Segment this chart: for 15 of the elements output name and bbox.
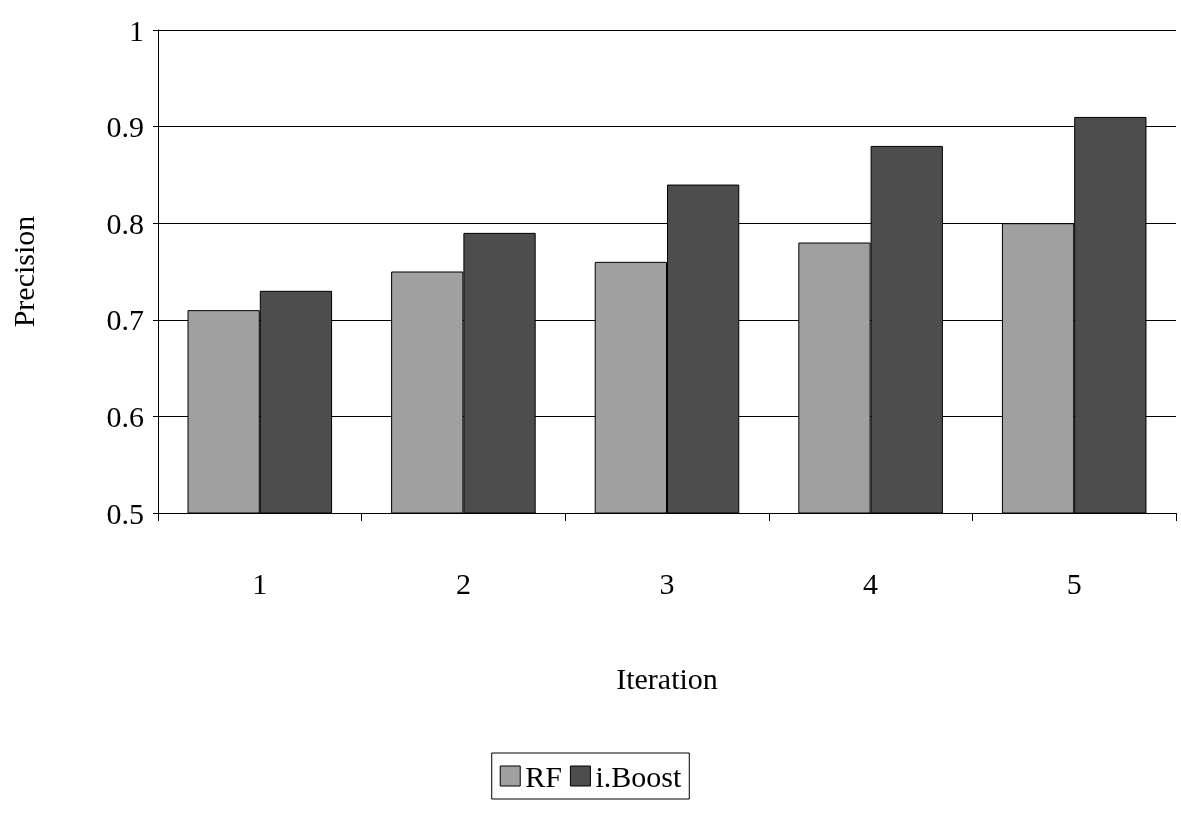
y-axis-title: Precision	[6, 215, 40, 328]
x-tick-label: 3	[659, 566, 675, 600]
x-tick-label: 5	[1066, 566, 1082, 600]
y-tick-label: 0.7	[106, 303, 144, 337]
x-tick-label: 4	[863, 566, 879, 600]
legend-label: RF	[525, 759, 562, 793]
y-tick-label: 0.5	[106, 496, 144, 530]
x-axis-title: Iteration	[616, 661, 718, 695]
y-tick-label: 0.6	[106, 399, 144, 433]
y-tick-label: 1	[129, 13, 144, 47]
y-tick-label: 0.9	[106, 110, 144, 144]
y-tick-label: 0.8	[106, 206, 144, 240]
x-tick-label: 1	[252, 566, 268, 600]
x-tick-label: 2	[455, 566, 471, 600]
legend-label: i.Boost	[595, 759, 682, 793]
